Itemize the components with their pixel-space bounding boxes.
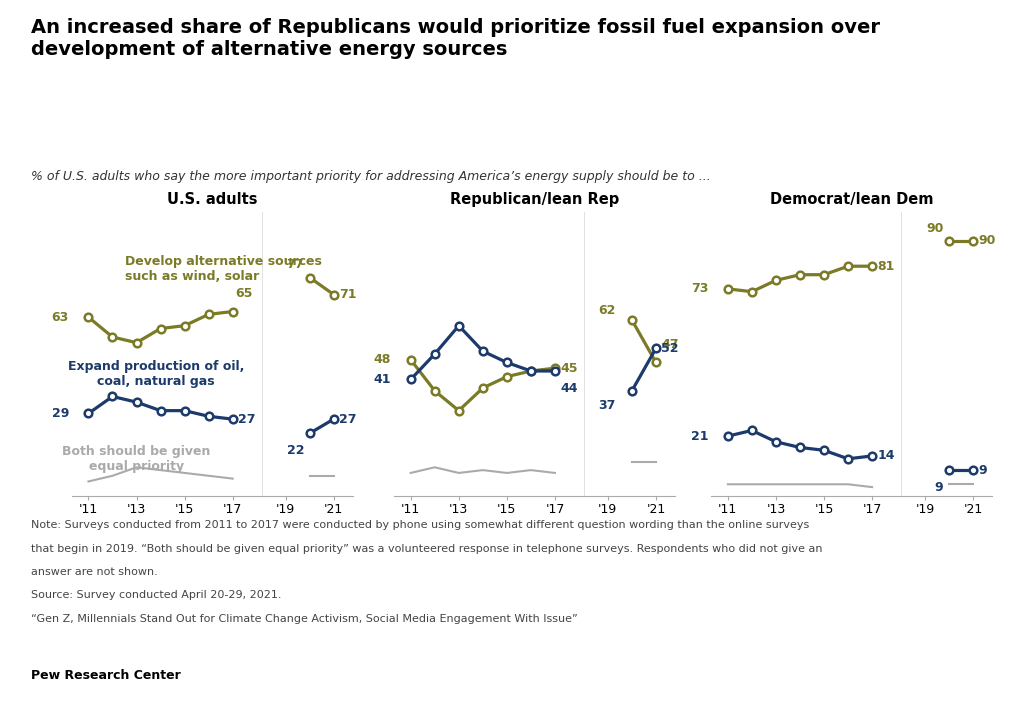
Text: 45: 45 xyxy=(561,362,578,375)
Text: 77: 77 xyxy=(286,258,304,270)
Text: 73: 73 xyxy=(691,282,708,295)
Text: 90: 90 xyxy=(979,234,996,247)
Text: 27: 27 xyxy=(238,413,256,426)
Text: 27: 27 xyxy=(340,413,357,426)
Text: 47: 47 xyxy=(662,338,679,351)
Text: answer are not shown.: answer are not shown. xyxy=(31,567,158,577)
Text: 62: 62 xyxy=(597,304,615,317)
Text: 21: 21 xyxy=(691,430,708,442)
Text: 9: 9 xyxy=(935,481,943,494)
Text: 48: 48 xyxy=(373,353,391,366)
Text: Develop alternative sources
such as wind, solar: Develop alternative sources such as wind… xyxy=(125,255,321,283)
Text: 37: 37 xyxy=(597,399,615,412)
Text: Pew Research Center: Pew Research Center xyxy=(31,669,180,682)
Text: 65: 65 xyxy=(235,287,253,300)
Title: Democrat/lean Dem: Democrat/lean Dem xyxy=(770,192,933,207)
Text: 29: 29 xyxy=(51,407,69,420)
Text: that begin in 2019. “Both should be given equal priority” was a volunteered resp: that begin in 2019. “Both should be give… xyxy=(31,544,822,554)
Text: % of U.S. adults who say the more important priority for addressing America’s en: % of U.S. adults who say the more import… xyxy=(31,170,710,183)
Text: 9: 9 xyxy=(979,464,987,476)
Text: “Gen Z, Millennials Stand Out for Climate Change Activism, Social Media Engageme: “Gen Z, Millennials Stand Out for Climat… xyxy=(31,614,577,624)
Title: U.S. adults: U.S. adults xyxy=(167,192,258,207)
Text: 22: 22 xyxy=(286,445,304,457)
Text: 71: 71 xyxy=(340,288,357,301)
Text: 90: 90 xyxy=(926,222,943,235)
Text: 52: 52 xyxy=(662,342,679,355)
Text: 41: 41 xyxy=(373,373,391,386)
Text: 14: 14 xyxy=(878,450,895,462)
Text: Note: Surveys conducted from 2011 to 2017 were conducted by phone using somewhat: Note: Surveys conducted from 2011 to 201… xyxy=(31,520,809,530)
Text: Both should be given
equal priority: Both should be given equal priority xyxy=(62,445,211,473)
Text: 63: 63 xyxy=(52,311,69,324)
Text: 81: 81 xyxy=(878,260,895,273)
Text: 44: 44 xyxy=(561,382,578,395)
Text: Expand production of oil,
coal, natural gas: Expand production of oil, coal, natural … xyxy=(68,360,243,388)
Text: An increased share of Republicans would prioritize fossil fuel expansion over
de: An increased share of Republicans would … xyxy=(31,18,880,59)
Title: Republican/lean Rep: Republican/lean Rep xyxy=(450,192,619,207)
Text: Source: Survey conducted April 20-29, 2021.: Source: Survey conducted April 20-29, 20… xyxy=(31,590,281,600)
